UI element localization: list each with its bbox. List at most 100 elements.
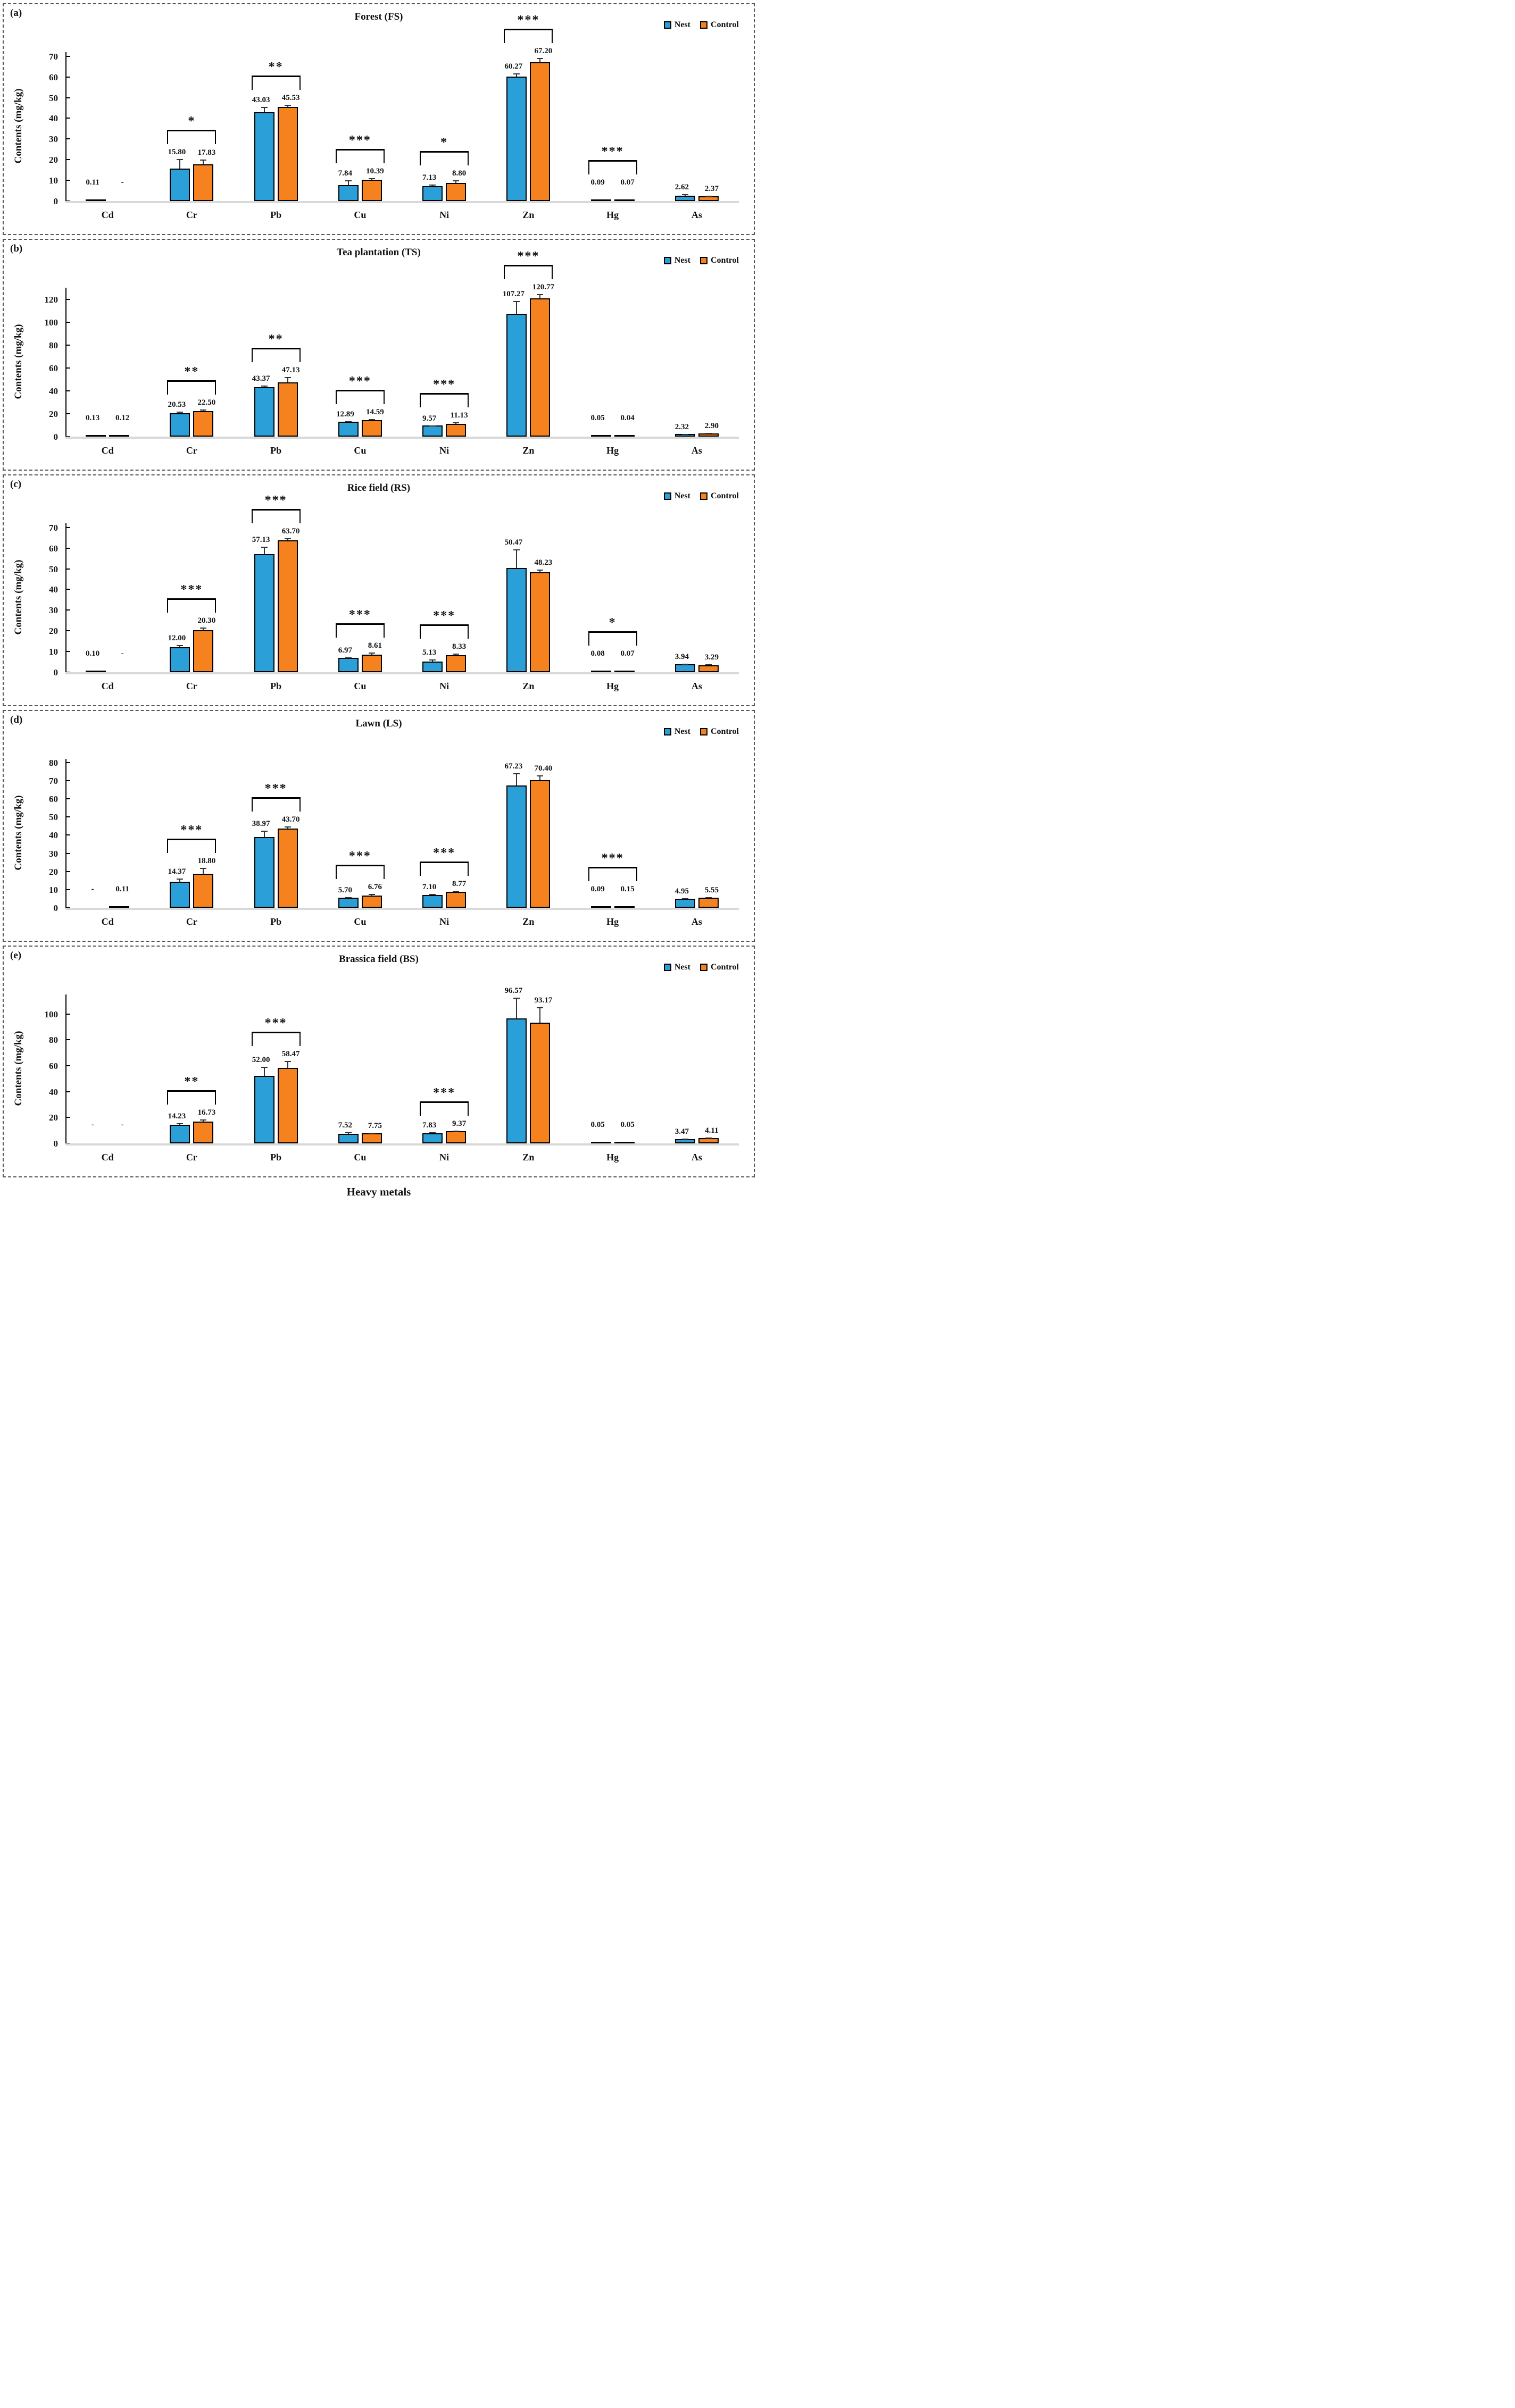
y-tick-label: 0 [53,432,59,442]
y-tick-label: 0 [53,196,59,206]
y-tick-mark [65,413,70,414]
y-axis-line [65,759,66,908]
x-tick-label-Hg: Hg [606,1152,619,1163]
legend-item-nest: Nest [663,491,690,501]
y-tick-mark [65,816,70,818]
value-label: 50.47 [504,538,523,547]
control-bar-Cu [361,1133,382,1143]
y-tick-mark [65,889,70,890]
y-tick-label: 80 [49,1035,58,1046]
value-label: 14.23 [168,1111,186,1121]
y-tick-mark [65,798,70,800]
significance-bracket [420,862,469,864]
panel-letter: (e) [10,950,22,961]
value-label: 8.77 [452,880,467,889]
significance-bracket-leg [167,840,169,853]
error-bar-cap [453,891,460,892]
x-tick-label-Cr: Cr [186,1152,197,1163]
x-tick-label-Zn: Zn [522,681,535,691]
nest-bar-Cu [338,422,359,437]
x-tick-label-Cr: Cr [186,916,197,927]
value-label: 20.30 [197,616,216,625]
nest-bar-Cu [338,657,359,672]
significance-bracket-leg [552,30,553,43]
error-bar-cap [513,997,520,999]
legend: Nest Control [663,963,739,972]
legend-item-nest: Nest [663,727,690,737]
error-bar [203,628,204,631]
error-bar [263,547,265,554]
significance-stars: ** [184,1074,199,1089]
value-label: 6.97 [338,646,352,655]
control-bar-Zn [530,780,551,908]
panel-letter: (d) [10,714,23,725]
significance-bracket-leg [251,799,253,812]
chart-title: Brassica field (BS) [339,954,419,965]
value-label: 22.50 [197,398,216,407]
y-axis-line [65,523,66,672]
value-label: 17.83 [197,148,216,157]
error-bar-cap [537,569,544,571]
nest-bar-Cr [170,168,190,201]
control-bar-Cr [193,630,214,672]
significance-bracket-leg [420,863,421,876]
y-tick-label: 60 [49,794,58,805]
value-label: 12.00 [168,633,186,642]
error-bar-cap [261,386,268,387]
value-label: 0.11 [115,885,129,893]
significance-stars: *** [433,377,456,391]
significance-bracket [335,864,385,866]
significance-bracket [420,150,469,153]
control-bar-As [698,1138,719,1143]
panel-letter: (a) [10,7,22,19]
legend: Nest Control [663,727,739,737]
value-label: 8.61 [368,641,382,650]
y-tick-label: 60 [49,72,58,82]
significance-bracket-leg [167,1091,169,1105]
error-bar [179,878,181,882]
value-label: 67.20 [534,46,553,55]
significance-bracket-leg [420,394,421,407]
y-tick-label: 30 [49,134,58,145]
x-tick-label-Hg: Hg [606,681,619,691]
y-tick-label: 100 [44,317,59,328]
significance-bracket-leg [167,381,169,395]
x-tick-label-Cd: Cd [101,210,114,220]
nest-bar-Ni [422,894,443,908]
error-bar [516,301,518,314]
chart-panel-a: (a) Forest (FS) Nest Control Contents (mg/kg… [3,3,755,235]
value-label: 43.37 [252,374,270,383]
significance-bracket-leg [588,633,589,646]
value-label: 0.04 [620,414,635,422]
error-bar-cap [681,1138,688,1140]
control-bar-Pb [277,828,298,908]
value-label: 2.62 [675,183,689,192]
legend-item-nest: Nest [663,20,690,30]
y-tick-mark [65,1039,70,1041]
control-swatch-icon [700,964,707,971]
error-bar-cap [284,1061,291,1063]
x-tick-label-Zn: Zn [522,445,535,456]
significance-bracket-leg [468,1102,469,1116]
value-label: - [91,1121,94,1129]
x-tick-label-Ni: Ni [439,916,449,927]
error-bar [516,773,518,786]
value-label: 2.90 [704,422,719,431]
y-tick-mark [65,547,70,549]
nest-bar-Zn [506,785,527,908]
significance-bracket [167,1090,217,1092]
control-bar-Cr [193,1122,214,1143]
significance-bracket-leg [636,162,637,174]
nest-swatch-icon [663,257,671,264]
y-axis-title: Contents (mg/kg) [13,324,24,399]
x-tick-label-Pb: Pb [270,445,282,456]
error-bar-cap [513,773,520,774]
significance-bracket [167,380,217,382]
x-tick-label-As: As [691,445,702,456]
error-bar-cap [429,659,436,661]
x-axis-baseline [65,908,739,910]
significance-bracket [504,265,553,267]
nest-bar-Zn [506,313,527,437]
nest-bar-Cr [170,413,190,437]
x-tick-label-Hg: Hg [606,916,619,927]
